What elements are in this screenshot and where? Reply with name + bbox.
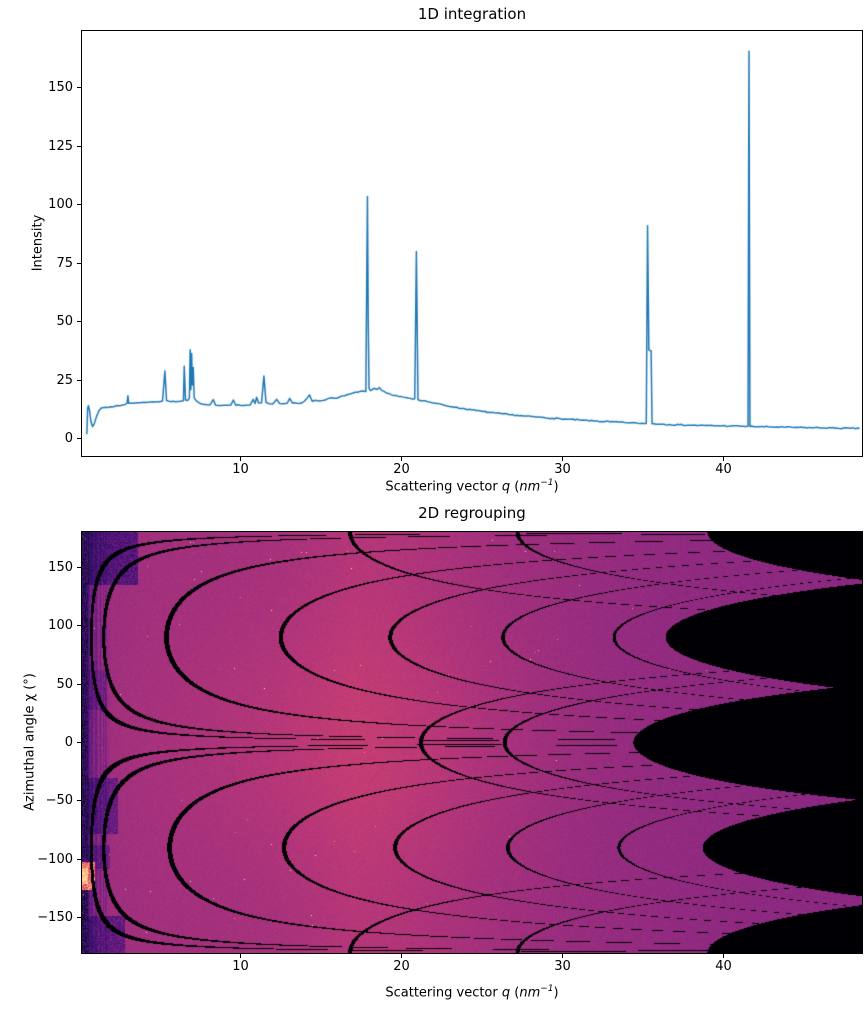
plot1-ytick-label: 100 <box>48 197 73 213</box>
plot1-xlabel-var: q <box>501 479 511 495</box>
plot2-title: 2D regrouping <box>418 504 526 522</box>
plot1-xlabel-sup: −1 <box>540 478 554 488</box>
plot2-xlabel-pre: Scattering vector <box>385 985 502 1001</box>
plot1-ytick-label: 150 <box>48 79 73 95</box>
plot1-ytick-mark <box>77 379 81 381</box>
plot2-ytick-mark <box>77 566 81 568</box>
plot1-ytick-label: 125 <box>48 138 73 154</box>
plot2-xtick-label: 30 <box>554 959 571 974</box>
plot2-ytick-mark <box>77 625 81 627</box>
plot1-xlabel-unit: nm <box>519 479 541 495</box>
plot1-line-canvas <box>82 31 862 456</box>
plot2-xlabel-var: q <box>501 985 511 1001</box>
plot2-ytick-label: −50 <box>45 793 73 809</box>
plot1-xtick-label: 10 <box>232 462 249 477</box>
plot2-ytick-mark <box>77 800 81 802</box>
plot1-ytick-mark <box>77 204 81 206</box>
plot2-axes <box>81 531 863 954</box>
plot2-ytick-label: 50 <box>56 676 73 692</box>
plot1-title: 1D integration <box>417 5 527 23</box>
plot2-xtick-label: 40 <box>715 959 732 974</box>
plot1-ytick-label: 50 <box>56 314 73 330</box>
plot1-xlabel-post: ) <box>553 479 559 495</box>
plot1-xtick-label: 40 <box>715 462 732 477</box>
plot2-xtick-label: 20 <box>393 959 410 974</box>
plot1-ytick-mark <box>77 145 81 147</box>
plot1-ytick-mark <box>77 86 81 88</box>
plot1-xtick-mark <box>401 457 403 461</box>
plot1-xtick-label: 20 <box>393 462 410 477</box>
plot2-ytick-mark <box>77 858 81 860</box>
plot2-ytick-mark <box>77 742 81 743</box>
plot1-ytick-label: 0 <box>64 431 73 447</box>
plot2-ytick-mark <box>77 683 81 685</box>
plot1-xlabel-mid: ( <box>510 479 520 495</box>
plot2-xlabel-post: ) <box>553 985 559 1001</box>
plot2-xlabel-sup: −1 <box>540 984 554 994</box>
plot2-ytick-label: −100 <box>37 851 73 867</box>
plot2-xlabel-mid: ( <box>510 985 520 1001</box>
plot1-axes <box>81 30 863 457</box>
plot2-xtick-mark <box>401 954 403 958</box>
plot2-ytick-label: −150 <box>37 910 73 926</box>
plot2-xlabel-unit: nm <box>519 985 541 1001</box>
plot1-xtick-mark <box>562 457 564 461</box>
plot2-xlabel: Scattering vector q (nm−1) <box>81 984 863 1000</box>
plot2-xtick-mark <box>562 954 564 958</box>
plot2-ytick-label: 100 <box>48 618 73 634</box>
plot2-heatmap-canvas <box>82 532 862 953</box>
plot2-xtick-mark <box>723 954 725 958</box>
plot1-xlabel: Scattering vector q (nm−1) <box>81 478 863 494</box>
plot1-ytick-mark <box>77 321 81 323</box>
plot1-xtick-label: 30 <box>554 462 571 477</box>
plot2-xtick-mark <box>240 954 242 958</box>
plot2-ytick-label: 0 <box>64 735 73 750</box>
plot1-ytick-label: 75 <box>56 255 73 271</box>
plot1-xtick-mark <box>723 457 725 461</box>
plot1-ytick-label: 25 <box>56 372 73 388</box>
plot1-ytick-mark <box>77 438 81 440</box>
plot1-xtick-mark <box>240 457 242 461</box>
plot1-xlabel-pre: Scattering vector <box>385 479 502 495</box>
plot2-xtick-label: 10 <box>232 959 249 974</box>
plot1-ytick-mark <box>77 262 81 264</box>
plot2-ytick-mark <box>77 917 81 919</box>
plot2-ytick-label: 150 <box>48 559 73 575</box>
